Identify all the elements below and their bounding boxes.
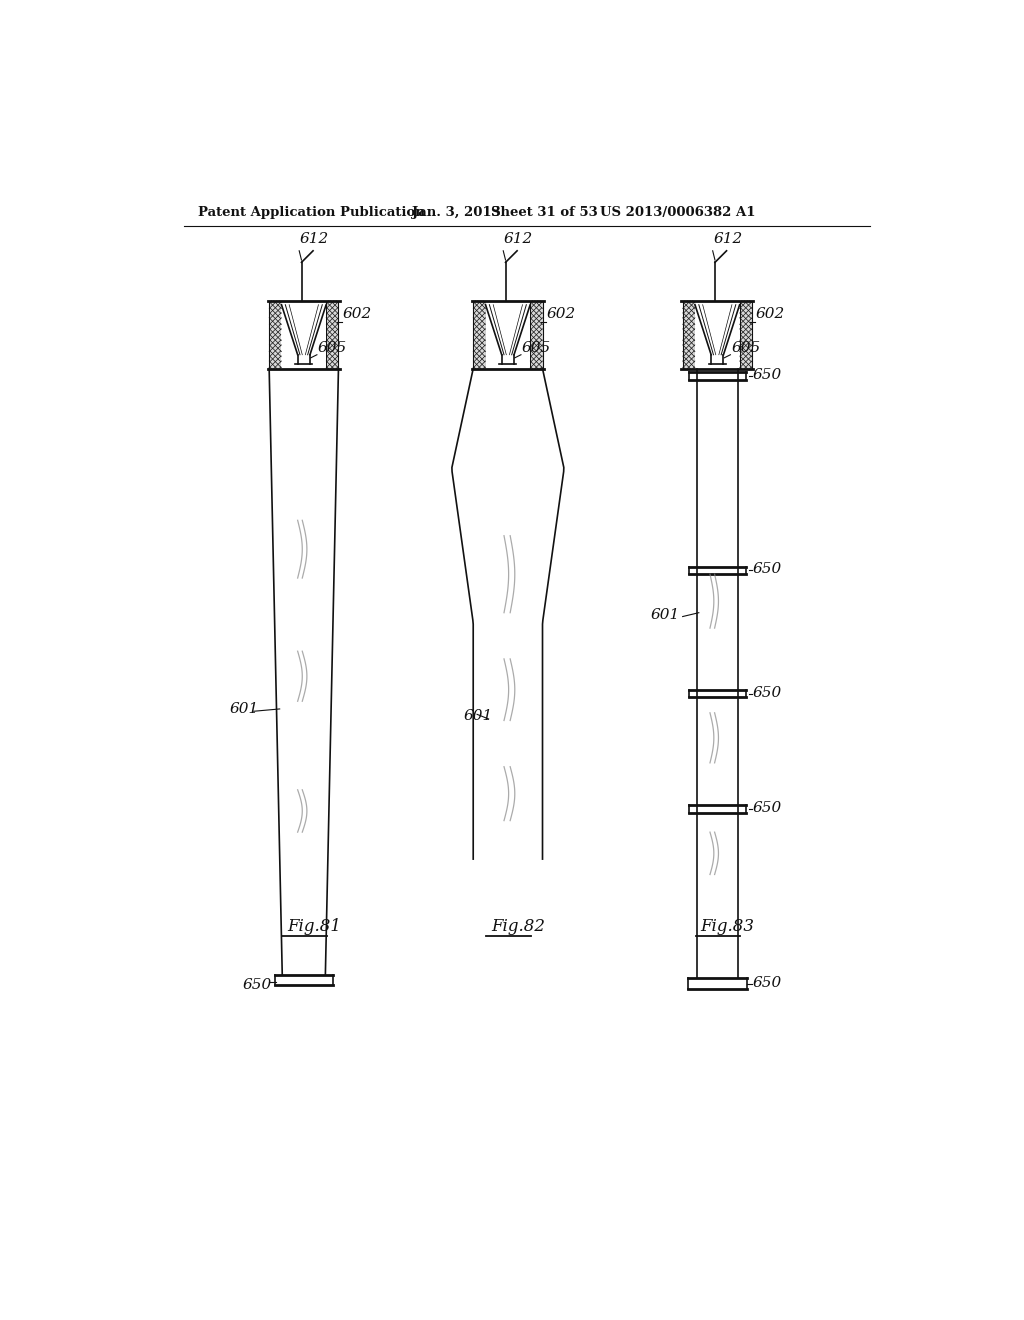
Text: 605: 605 [731, 341, 761, 355]
Text: 602: 602 [756, 306, 785, 321]
Polygon shape [269, 301, 282, 368]
Text: 605: 605 [317, 341, 347, 355]
Text: 650: 650 [753, 685, 782, 700]
Text: 605: 605 [521, 341, 551, 355]
Polygon shape [695, 301, 739, 368]
Polygon shape [739, 301, 752, 368]
Text: 650: 650 [753, 801, 782, 816]
Text: Fig.81: Fig.81 [287, 917, 341, 935]
Text: 612: 612 [300, 232, 329, 246]
Text: US 2013/0006382 A1: US 2013/0006382 A1 [600, 206, 756, 219]
Polygon shape [326, 301, 339, 368]
Text: Jan. 3, 2013: Jan. 3, 2013 [412, 206, 501, 219]
Text: 650: 650 [243, 978, 271, 993]
Text: Fig.82: Fig.82 [490, 917, 545, 935]
Text: Fig.83: Fig.83 [700, 917, 755, 935]
Text: 602: 602 [342, 306, 372, 321]
Text: Sheet 31 of 53: Sheet 31 of 53 [490, 206, 598, 219]
Text: 612: 612 [714, 232, 742, 246]
Text: 601: 601 [229, 702, 258, 715]
Text: 612: 612 [504, 232, 534, 246]
Text: 650: 650 [753, 562, 782, 577]
Text: 650: 650 [753, 975, 782, 990]
Polygon shape [485, 301, 530, 368]
Text: 650: 650 [753, 368, 782, 383]
Text: 601: 601 [650, 609, 680, 622]
Polygon shape [530, 301, 543, 368]
Text: 601: 601 [463, 710, 493, 723]
Polygon shape [282, 301, 326, 368]
Polygon shape [473, 301, 485, 368]
Text: 602: 602 [547, 306, 575, 321]
Text: Patent Application Publication: Patent Application Publication [199, 206, 425, 219]
Polygon shape [683, 301, 695, 368]
